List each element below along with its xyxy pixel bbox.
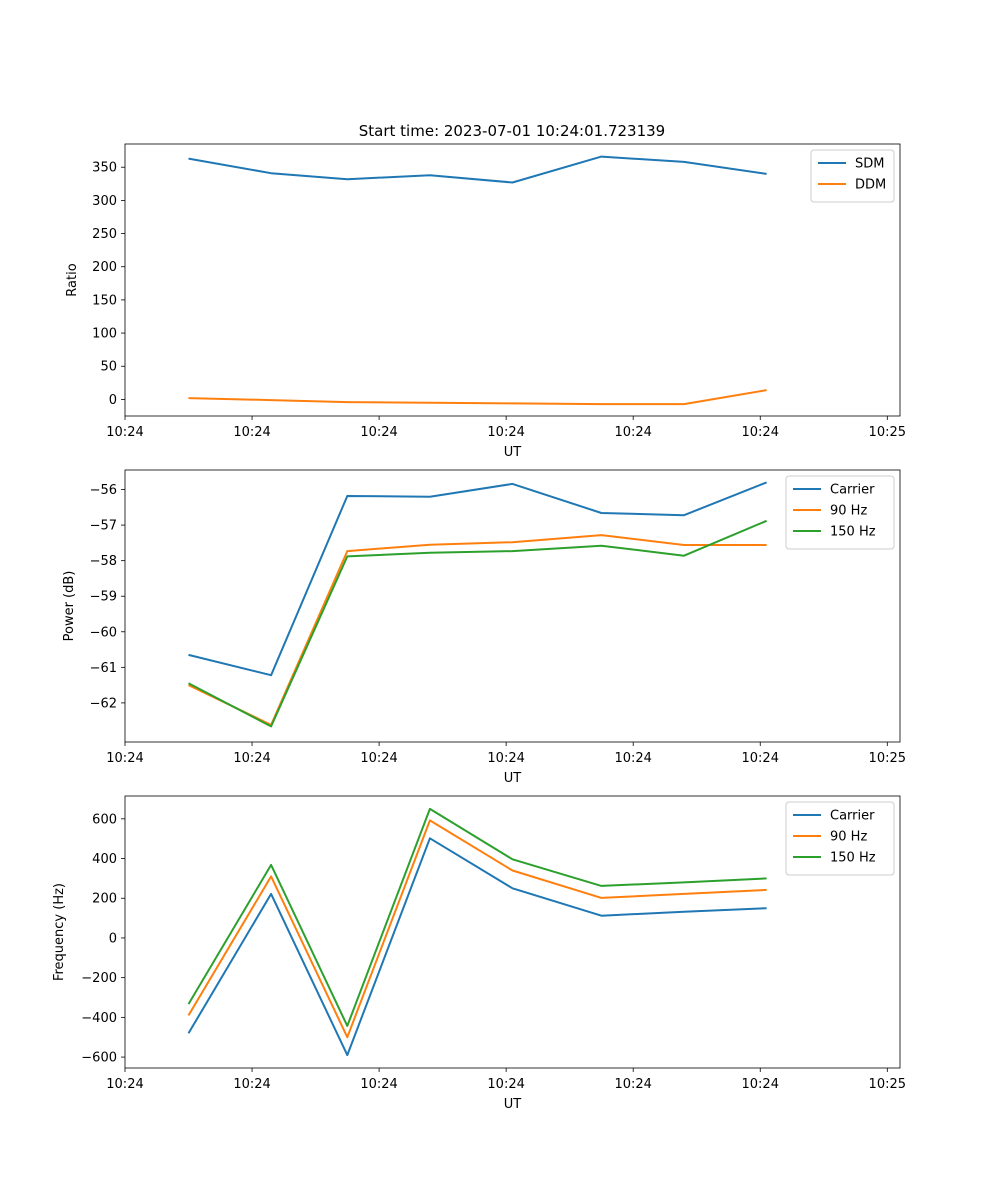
series-line-sdm xyxy=(188,155,767,184)
x-tick-label: 10:24 xyxy=(614,425,651,440)
y-tick-label: 0 xyxy=(109,393,117,408)
axes-frame xyxy=(124,469,901,743)
series-line-carrier xyxy=(187,837,767,1057)
y-tick-label: −61 xyxy=(90,661,117,676)
legend-label: SDM xyxy=(855,157,884,172)
legend-label: 90 Hz xyxy=(830,504,867,519)
series-line-ddm xyxy=(188,389,767,406)
y-tick-label: 400 xyxy=(92,852,117,867)
legend-label: 150 Hz xyxy=(830,525,876,540)
axes-frame xyxy=(124,143,901,417)
legend: Carrier 90 Hz 150 Hz xyxy=(785,801,895,876)
y-tick-label: −57 xyxy=(90,519,117,534)
x-tick-label: 10:25 xyxy=(869,751,906,766)
x-tick-label: 10:24 xyxy=(614,1077,651,1092)
y-tick-label: 200 xyxy=(92,892,117,907)
x-tick-label: 10:24 xyxy=(487,751,524,766)
legend-label: Carrier xyxy=(830,483,875,498)
legend-label: Carrier xyxy=(830,809,875,824)
y-tick-label: 600 xyxy=(92,812,117,827)
legend-label: DDM xyxy=(855,178,886,193)
x-tick-label: 10:24 xyxy=(742,425,779,440)
x-tick-label: 10:24 xyxy=(233,751,270,766)
x-axis-label: UT xyxy=(504,771,522,786)
x-tick-label: 10:24 xyxy=(233,425,270,440)
y-tick-label: 200 xyxy=(92,260,117,275)
x-tick-label: 10:24 xyxy=(360,751,397,766)
y-tick-label: −58 xyxy=(90,554,117,569)
y-tick-label: 0 xyxy=(109,931,117,946)
legend: Carrier 90 Hz 150 Hz xyxy=(785,475,895,550)
y-tick-label: −600 xyxy=(81,1051,117,1066)
y-axis-label: Ratio xyxy=(65,263,80,296)
series-line-carrier xyxy=(188,481,767,677)
y-tick-label: 250 xyxy=(92,227,117,242)
y-tick-label: 150 xyxy=(92,293,117,308)
series-line-90-hz xyxy=(187,819,767,1039)
y-tick-label: 100 xyxy=(92,327,117,342)
panel-3: 10:24 10:24 10:24 10:24 10:24 10:24 10:25 −600 −… xyxy=(52,795,906,1112)
x-axis-label: UT xyxy=(504,445,522,460)
legend: SDM DDM xyxy=(810,149,895,203)
y-tick-label: 50 xyxy=(100,360,117,375)
y-tick-label: −62 xyxy=(90,696,117,711)
panels-container: 10:24 10:24 10:24 10:24 10:24 10:24 10:25 0 50 10… xyxy=(52,143,906,1112)
series-line-150-hz xyxy=(188,519,767,728)
legend-label: 150 Hz xyxy=(830,851,876,866)
x-tick-label: 10:24 xyxy=(360,1077,397,1092)
x-tick-label: 10:24 xyxy=(106,1077,143,1092)
panel-2: 10:24 10:24 10:24 10:24 10:24 10:24 10:25 −62 −6… xyxy=(62,469,906,786)
x-tick-label: 10:24 xyxy=(487,425,524,440)
y-tick-label: 350 xyxy=(92,161,117,176)
y-tick-label: −59 xyxy=(90,590,117,605)
y-axis-label: Power (dB) xyxy=(62,571,77,642)
x-tick-label: 10:24 xyxy=(614,751,651,766)
y-tick-label: −60 xyxy=(90,625,117,640)
x-tick-label: 10:24 xyxy=(106,425,143,440)
x-tick-label: 10:25 xyxy=(869,425,906,440)
legend-label: 90 Hz xyxy=(830,830,867,845)
figure-title: Start time: 2023-07-01 10:24:01.723139 xyxy=(359,122,665,140)
axes-frame xyxy=(124,795,901,1069)
x-tick-label: 10:24 xyxy=(487,1077,524,1092)
y-tick-label: −400 xyxy=(81,1011,117,1026)
x-tick-label: 10:24 xyxy=(742,1077,779,1092)
panel-1: 10:24 10:24 10:24 10:24 10:24 10:24 10:25 0 50 10… xyxy=(65,143,906,460)
y-tick-label: 300 xyxy=(92,194,117,209)
y-axis-label: Frequency (Hz) xyxy=(52,883,67,981)
y-tick-label: −56 xyxy=(90,483,117,498)
series-line-150-hz xyxy=(187,807,767,1027)
x-axis-label: UT xyxy=(504,1097,522,1112)
x-tick-label: 10:24 xyxy=(360,425,397,440)
x-tick-label: 10:24 xyxy=(742,751,779,766)
x-tick-label: 10:24 xyxy=(233,1077,270,1092)
x-tick-label: 10:25 xyxy=(869,1077,906,1092)
y-tick-label: −200 xyxy=(81,971,117,986)
x-tick-label: 10:24 xyxy=(106,751,143,766)
